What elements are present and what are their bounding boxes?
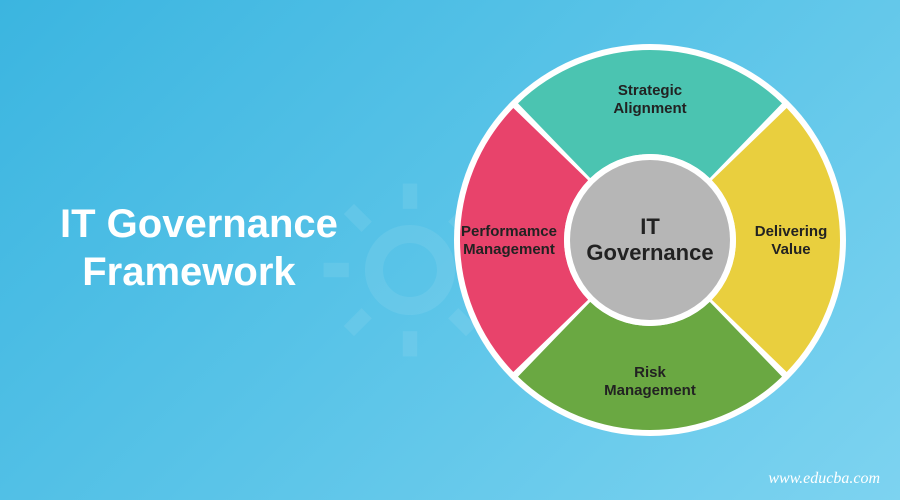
- title-line2: Framework: [60, 248, 338, 296]
- page-title: IT Governance Framework: [60, 200, 338, 296]
- segment-label-2-line1: Risk: [634, 364, 666, 381]
- segment-label-0-line1: Strategic: [618, 82, 682, 99]
- segment-label-3-line2: Management: [463, 241, 555, 258]
- segment-label-1-line1: Delivering: [755, 223, 828, 240]
- center-label-line2: Governance: [586, 240, 713, 265]
- segment-label-0-line2: Alignment: [613, 100, 686, 117]
- segment-label-2-line2: Management: [604, 382, 696, 399]
- center-label-line1: IT: [640, 214, 660, 239]
- title-line1: IT Governance: [60, 200, 338, 248]
- footer-url: www.educba.com: [768, 470, 880, 488]
- segment-label-1-line2: Value: [771, 241, 810, 258]
- segment-label-3-line1: Performamce: [461, 223, 557, 240]
- governance-pie-chart: ITGovernance StrategicAlignment Delivering…: [450, 40, 850, 440]
